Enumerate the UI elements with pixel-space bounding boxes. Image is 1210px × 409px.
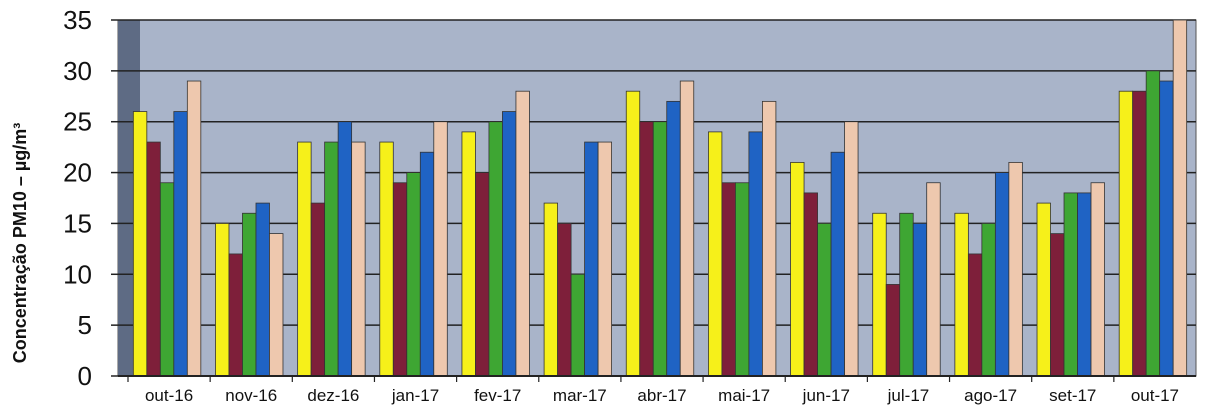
bar-set-17-s3 bbox=[1063, 192, 1078, 377]
bar-abr-17-s1 bbox=[625, 90, 641, 377]
y-tick-labels: 0 5 10 15 20 25 30 35 bbox=[63, 5, 118, 391]
bar-nov-16-s4 bbox=[255, 202, 270, 377]
bar-jun-17-s1 bbox=[790, 161, 805, 377]
bar-out-16-s5 bbox=[186, 80, 202, 377]
bar-dez-16-s4 bbox=[337, 121, 353, 377]
bar-out-16-s4 bbox=[173, 111, 188, 377]
bar-fev-17-s5 bbox=[515, 90, 530, 377]
bar-jun-17-s2 bbox=[803, 192, 818, 377]
bar-out-16-s2 bbox=[146, 141, 161, 377]
y-tick-label-0: 0 bbox=[78, 361, 92, 391]
bar-nov-16-s3 bbox=[242, 212, 257, 377]
bar-jun-17-s5 bbox=[844, 121, 859, 377]
bar-mai-17-s3 bbox=[735, 182, 750, 377]
bar-fev-17-s2 bbox=[475, 172, 490, 377]
bar-out-16-s1 bbox=[132, 111, 148, 377]
x-tick-label-out-17: out-17 bbox=[1131, 386, 1179, 405]
bar-mai-17-s1 bbox=[708, 131, 723, 377]
bar-ago-17-s1 bbox=[954, 212, 969, 377]
x-tick-label-nov-16: nov-16 bbox=[225, 386, 277, 405]
y-tick-label-35: 35 bbox=[63, 5, 92, 35]
bar-out-16-s3 bbox=[159, 182, 175, 377]
bar-jan-17-s3 bbox=[406, 172, 421, 377]
bar-jan-17-s1 bbox=[379, 141, 394, 377]
bar-abr-17-s3 bbox=[652, 121, 668, 377]
bar-jul-17-s3 bbox=[899, 212, 914, 377]
bar-jul-17-s2 bbox=[885, 284, 901, 377]
y-axis-label: Concentração PM10 – µg/m³ bbox=[10, 123, 30, 363]
bar-fev-17-s3 bbox=[488, 121, 503, 377]
bar-set-17-s2 bbox=[1050, 233, 1065, 377]
bar-jan-17-s4 bbox=[419, 151, 435, 377]
x-tick-label-out-16: out-16 bbox=[145, 386, 193, 405]
bar-out-17-s2 bbox=[1132, 90, 1147, 377]
x-tick-label-mar-17: mar-17 bbox=[553, 386, 607, 405]
bar-mar-17-s2 bbox=[557, 223, 572, 377]
bar-jun-17-s4 bbox=[830, 151, 845, 377]
bar-out-17-s4 bbox=[1159, 80, 1174, 377]
x-tick-label-dez-16: dez-16 bbox=[307, 386, 359, 405]
bar-out-17-s1 bbox=[1118, 90, 1134, 377]
bar-mai-17-s4 bbox=[748, 131, 763, 377]
bar-jul-17-s4 bbox=[912, 223, 928, 377]
bar-abr-17-s4 bbox=[666, 100, 681, 377]
bar-mai-17-s5 bbox=[762, 100, 777, 377]
bar-ago-17-s4 bbox=[994, 172, 1010, 377]
bar-jun-17-s3 bbox=[817, 223, 832, 377]
x-tick-label-jan-17: jan-17 bbox=[391, 386, 439, 405]
x-tick-label-jul-17: jul-17 bbox=[887, 386, 930, 405]
bar-fev-17-s4 bbox=[502, 111, 517, 377]
x-tick-label-fev-17: fev-17 bbox=[474, 386, 521, 405]
bar-set-17-s4 bbox=[1077, 192, 1092, 377]
x-tick-label-jun-17: jun-17 bbox=[802, 386, 850, 405]
y-tick-label-10: 10 bbox=[63, 259, 92, 289]
bar-nov-16-s2 bbox=[228, 253, 243, 377]
bar-set-17-s5 bbox=[1090, 182, 1105, 377]
bar-jan-17-s5 bbox=[433, 121, 448, 377]
bar-ago-17-s2 bbox=[967, 253, 983, 377]
x-tick-label-ago-17: ago-17 bbox=[964, 386, 1017, 405]
y-tick-label-25: 25 bbox=[63, 107, 92, 137]
bar-out-17-s3 bbox=[1145, 70, 1161, 377]
x-tick-label-mai-17: mai-17 bbox=[718, 386, 770, 405]
bar-out-17-s5 bbox=[1172, 19, 1188, 377]
bar-mai-17-s2 bbox=[721, 182, 736, 377]
bar-abr-17-s2 bbox=[639, 121, 654, 377]
bar-mar-17-s5 bbox=[597, 141, 612, 377]
x-tick-label-set-17: set-17 bbox=[1049, 386, 1096, 405]
bar-jul-17-s1 bbox=[872, 212, 887, 377]
bar-dez-16-s2 bbox=[310, 202, 326, 377]
bar-mar-17-s1 bbox=[543, 202, 558, 377]
bar-dez-16-s1 bbox=[297, 141, 312, 377]
bar-mar-17-s3 bbox=[570, 273, 585, 377]
y-tick-label-30: 30 bbox=[63, 56, 92, 86]
bar-nov-16-s1 bbox=[215, 223, 230, 377]
x-tick-label-abr-17: abr-17 bbox=[637, 386, 686, 405]
x-tick-labels: out-16 nov-16 dez-16 jan-17 fev-17 mar-17 abr-… bbox=[127, 376, 1179, 405]
bar-abr-17-s5 bbox=[679, 80, 695, 377]
bar-mar-17-s4 bbox=[584, 141, 599, 377]
bar-jul-17-s5 bbox=[926, 182, 941, 377]
bar-set-17-s1 bbox=[1036, 202, 1051, 377]
bar-ago-17-s3 bbox=[981, 223, 996, 377]
y-tick-label-15: 15 bbox=[63, 208, 92, 238]
y-tick-label-20: 20 bbox=[63, 158, 92, 188]
bar-dez-16-s3 bbox=[324, 141, 339, 377]
bar-fev-17-s1 bbox=[461, 131, 476, 377]
y-tick-label-5: 5 bbox=[78, 310, 92, 340]
bar-ago-17-s5 bbox=[1008, 161, 1023, 377]
bar-nov-16-s5 bbox=[269, 233, 284, 377]
bar-dez-16-s5 bbox=[351, 141, 366, 377]
bar-jan-17-s2 bbox=[392, 182, 408, 377]
